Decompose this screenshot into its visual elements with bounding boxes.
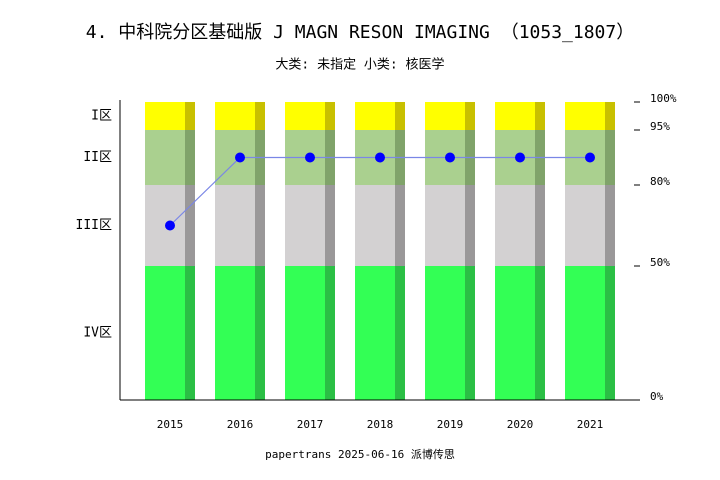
zone-band-shade — [325, 185, 335, 266]
x-tick-label: 2020 — [507, 418, 534, 431]
zone-label: III区 — [76, 218, 112, 233]
zone-band-shade — [465, 266, 475, 400]
zone-band — [145, 130, 185, 185]
zone-band-shade — [185, 102, 195, 130]
footer: papertrans 2025-06-16 派博传思 — [265, 448, 455, 461]
zone-band-shade — [325, 102, 335, 130]
zone-band — [145, 102, 185, 130]
zone-band-shade — [535, 102, 545, 130]
zone-band — [215, 102, 255, 130]
y-tick-label: 95% — [650, 120, 670, 133]
zone-band-shade — [605, 185, 615, 266]
zone-band-shade — [395, 185, 405, 266]
y-tick-label: 0% — [650, 390, 664, 403]
x-tick-label: 2017 — [297, 418, 324, 431]
zone-label: IV区 — [83, 326, 112, 341]
zone-band — [355, 102, 395, 130]
zone-band — [215, 266, 255, 400]
x-tick-label: 2021 — [577, 418, 604, 431]
zone-label: I区 — [91, 109, 112, 124]
data-point — [235, 152, 245, 163]
x-tick-label: 2016 — [227, 418, 254, 431]
zone-band-shade — [605, 130, 615, 185]
zone-band-shade — [465, 102, 475, 130]
zone-band — [285, 185, 325, 266]
chart-title: 4. 中科院分区基础版 J MAGN RESON IMAGING （1053_1… — [86, 22, 634, 43]
x-tick-label: 2019 — [437, 418, 464, 431]
x-tick-label: 2015 — [157, 418, 184, 431]
zone-band — [565, 266, 605, 400]
zone-band-shade — [255, 266, 265, 400]
zone-band-shade — [605, 266, 615, 400]
zone-band-shade — [535, 266, 545, 400]
data-point — [515, 152, 525, 163]
zone-band — [495, 266, 535, 400]
zone-band — [425, 185, 465, 266]
zone-band-shade — [395, 266, 405, 400]
zone-band-shade — [255, 102, 265, 130]
zone-band-shade — [185, 266, 195, 400]
zone-band-shade — [395, 102, 405, 130]
zone-band-shade — [325, 266, 335, 400]
zone-band — [425, 266, 465, 400]
zone-band — [215, 185, 255, 266]
x-tick-label: 2018 — [367, 418, 394, 431]
zone-band-shade — [255, 185, 265, 266]
zone-band — [495, 102, 535, 130]
data-point — [585, 152, 595, 163]
zone-band-shade — [605, 102, 615, 130]
zone-band — [425, 102, 465, 130]
zone-band — [495, 185, 535, 266]
y-tick-label: 100% — [650, 92, 677, 105]
zone-band — [285, 102, 325, 130]
zone-band-shade — [185, 130, 195, 185]
zone-band — [145, 266, 185, 400]
zone-band — [565, 102, 605, 130]
zone-label: II区 — [83, 150, 112, 165]
data-point — [375, 152, 385, 163]
zone-band-shade — [185, 185, 195, 266]
zone-band — [565, 185, 605, 266]
y-tick-label: 50% — [650, 256, 670, 269]
zone-band — [355, 185, 395, 266]
zone-band-shade — [465, 185, 475, 266]
zone-band — [285, 266, 325, 400]
zone-band — [355, 266, 395, 400]
data-point — [445, 152, 455, 163]
chart-subtitle: 大类: 未指定 小类: 核医学 — [275, 57, 444, 73]
data-point — [165, 220, 175, 231]
zone-band-shade — [535, 185, 545, 266]
y-tick-label: 80% — [650, 175, 670, 188]
data-point — [305, 152, 315, 163]
